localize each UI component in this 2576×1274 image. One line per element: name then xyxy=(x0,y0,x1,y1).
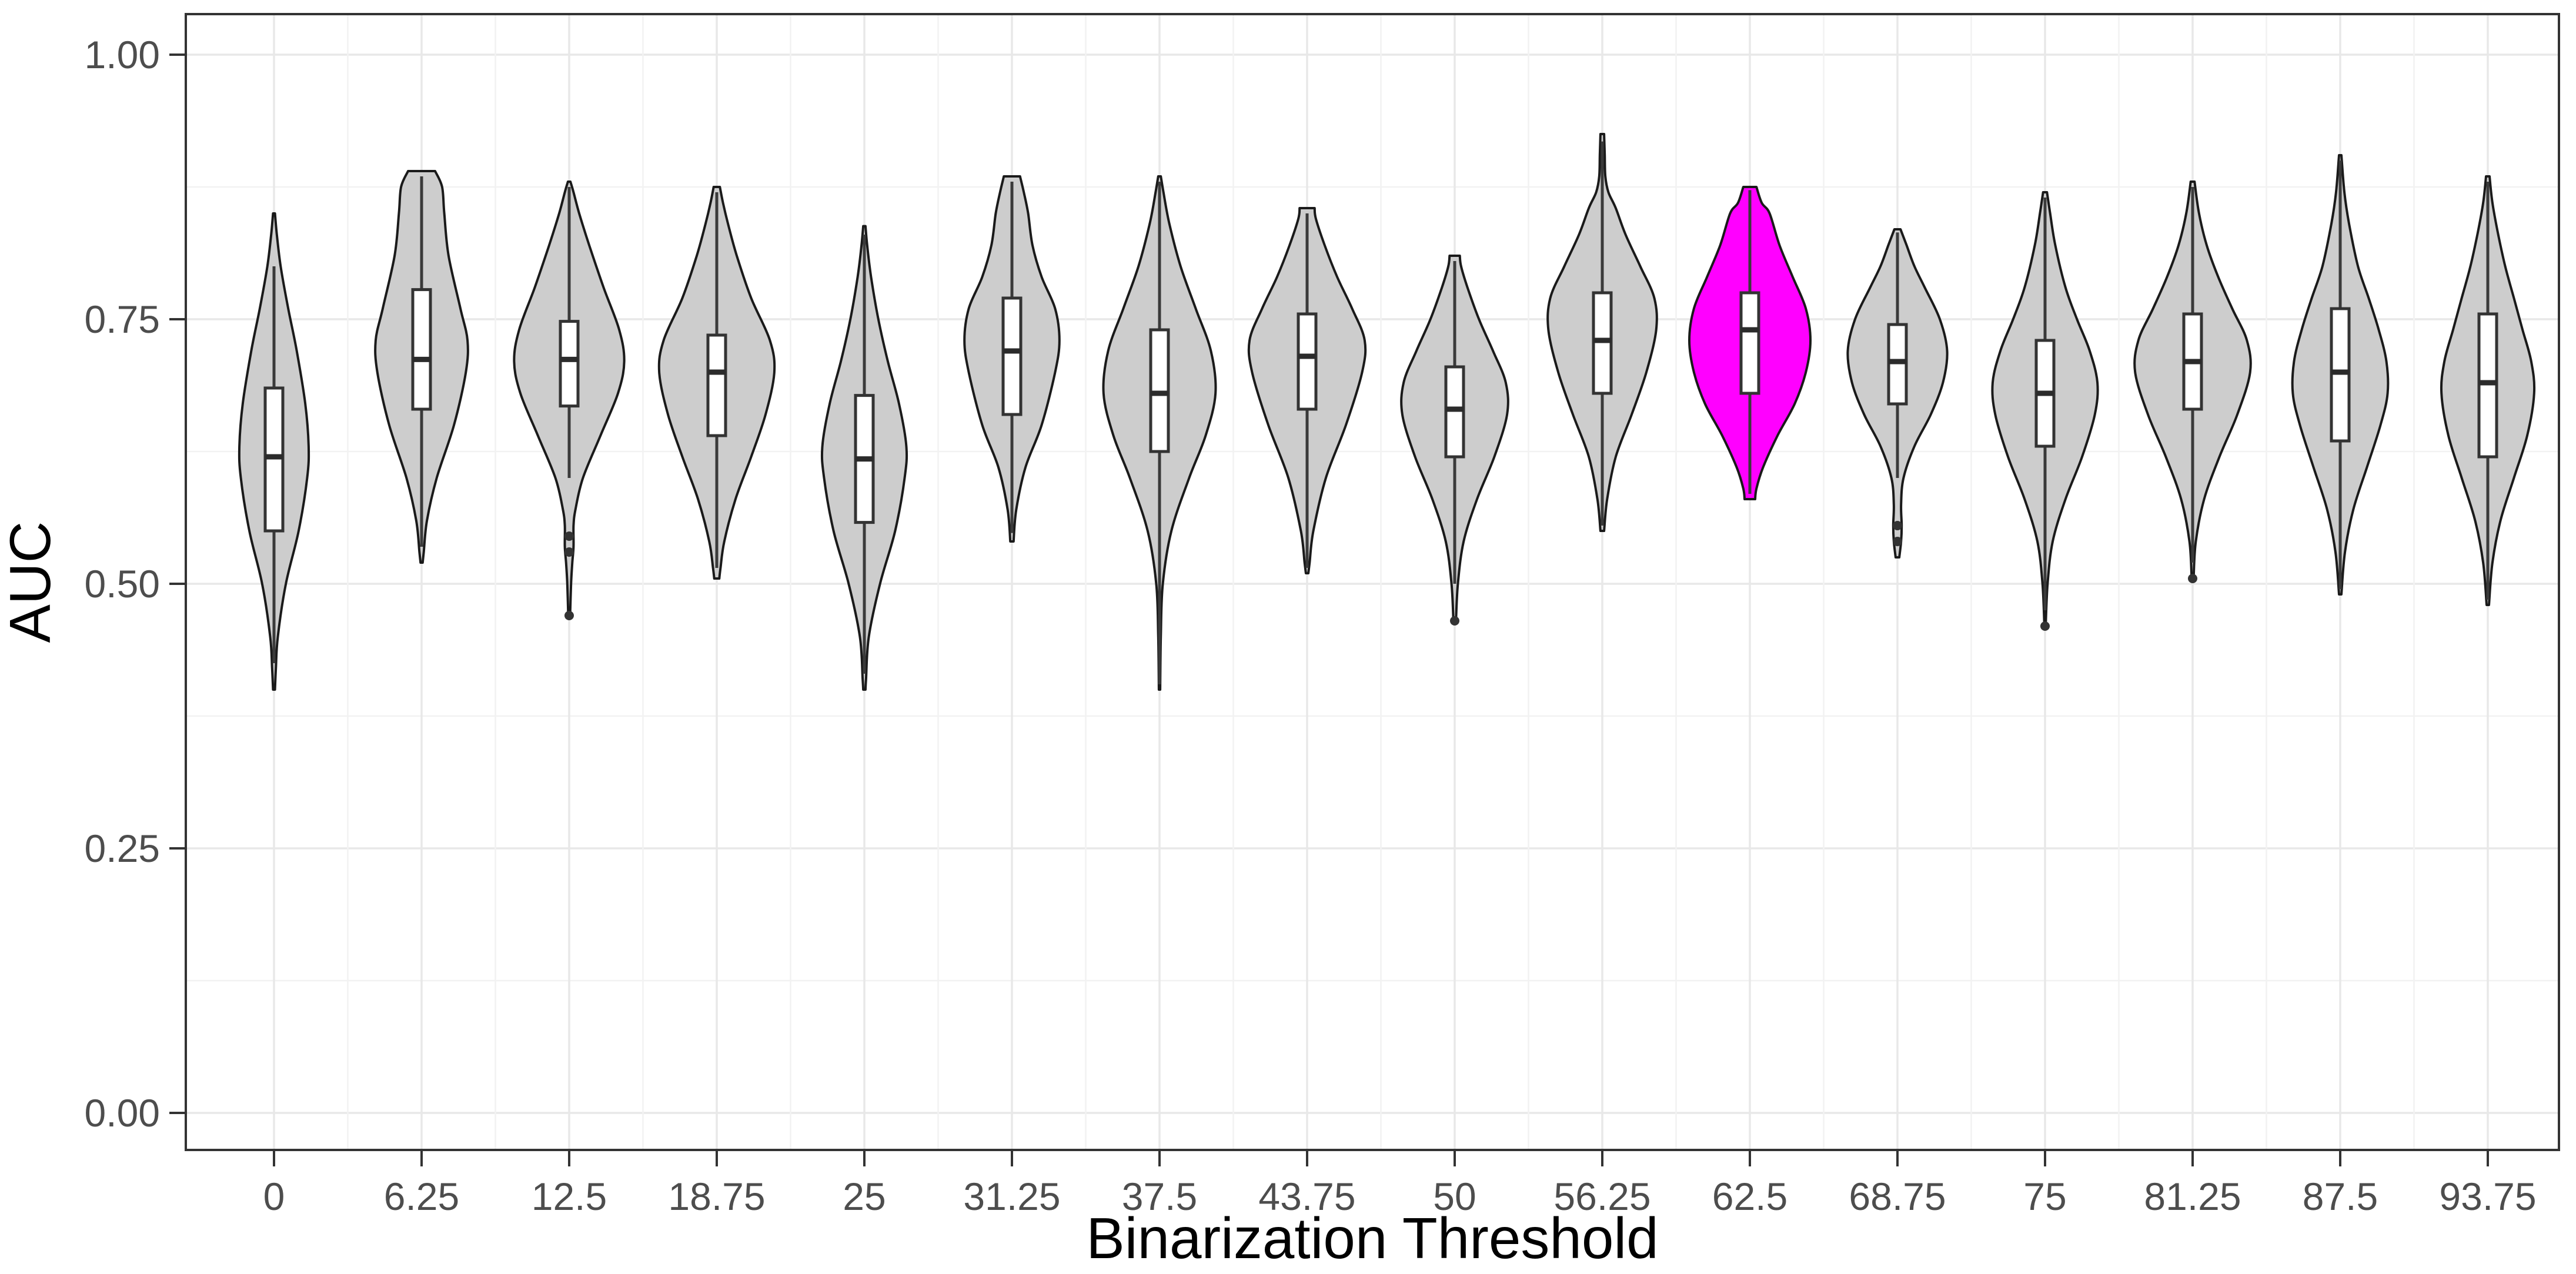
x-tick-label: 87.5 xyxy=(2303,1175,2378,1218)
outlier-50 xyxy=(1450,616,1459,626)
outlier-81.25 xyxy=(2188,574,2197,583)
violin-group-18.75 xyxy=(657,186,776,580)
y-axis-title: AUC xyxy=(0,521,62,643)
y-tick-label: 0.50 xyxy=(85,562,160,606)
outlier-12.5 xyxy=(564,611,574,620)
violin-group-68.75 xyxy=(1846,228,1949,559)
violin-group-31.25 xyxy=(963,175,1061,543)
x-tick-label: 12.5 xyxy=(532,1175,607,1218)
x-tick-label: 68.75 xyxy=(1849,1175,1946,1218)
violin-group-12.5 xyxy=(513,180,626,620)
x-tick-label: 62.5 xyxy=(1712,1175,1788,1218)
x-tick-label: 0 xyxy=(263,1175,285,1218)
box-62.5 xyxy=(1739,291,1760,395)
box-6.25 xyxy=(411,288,432,411)
x-tick-label: 93.75 xyxy=(2439,1175,2536,1218)
violin-group-81.25 xyxy=(2133,180,2252,583)
x-tick-label: 81.25 xyxy=(2144,1175,2241,1218)
outlier-75 xyxy=(2040,621,2050,631)
outlier-12.5 xyxy=(564,547,574,557)
outlier-12.5 xyxy=(564,531,574,541)
y-tick-label: 1.00 xyxy=(85,33,160,76)
axis-tick-labels: 0.00 0.25 0.50 0.75 1.00 0 6.25 12.5 18.75 25 31.2… xyxy=(85,33,2537,1218)
x-tick-label: 50 xyxy=(1433,1175,1476,1218)
x-tick-label: 75 xyxy=(2023,1175,2066,1218)
y-tick-label: 0.00 xyxy=(85,1091,160,1135)
outlier-68.75 xyxy=(1893,521,1902,530)
x-tick-label: 56.25 xyxy=(1553,1175,1650,1218)
x-tick-label: 43.75 xyxy=(1258,1175,1355,1218)
x-axis-title: Binarization Threshold xyxy=(1086,1206,1658,1270)
violin-group-56.25 xyxy=(1546,133,1658,532)
violin-group-6.25 xyxy=(374,170,469,564)
outlier-68.75 xyxy=(1893,537,1902,546)
y-tick-label: 0.75 xyxy=(85,297,160,341)
box-43.75 xyxy=(1297,312,1318,411)
x-tick-label: 25 xyxy=(843,1175,886,1218)
x-tick-label: 6.25 xyxy=(384,1175,459,1218)
violin-group-75 xyxy=(1991,191,2099,631)
x-tick-label: 18.75 xyxy=(668,1175,765,1218)
violins xyxy=(238,133,2536,691)
box-31.25 xyxy=(1001,296,1023,416)
violin-group-0 xyxy=(238,212,310,691)
violin-group-43.75 xyxy=(1247,207,1367,574)
violin-group-62.5 xyxy=(1688,186,1812,500)
violin-group-37.5 xyxy=(1102,175,1217,691)
violin-group-50 xyxy=(1400,255,1509,626)
y-tick-label: 0.25 xyxy=(85,827,160,870)
box-12.5 xyxy=(559,320,580,408)
violin-group-25 xyxy=(820,225,908,691)
box-18.75 xyxy=(706,333,727,437)
x-tick-label: 31.25 xyxy=(963,1175,1060,1218)
violin-group-93.75 xyxy=(2440,175,2536,606)
x-tick-label: 37.5 xyxy=(1122,1175,1197,1218)
axis-ticks xyxy=(169,53,2489,1166)
violin-group-87.5 xyxy=(2291,154,2390,596)
panel-border xyxy=(185,13,2560,1151)
